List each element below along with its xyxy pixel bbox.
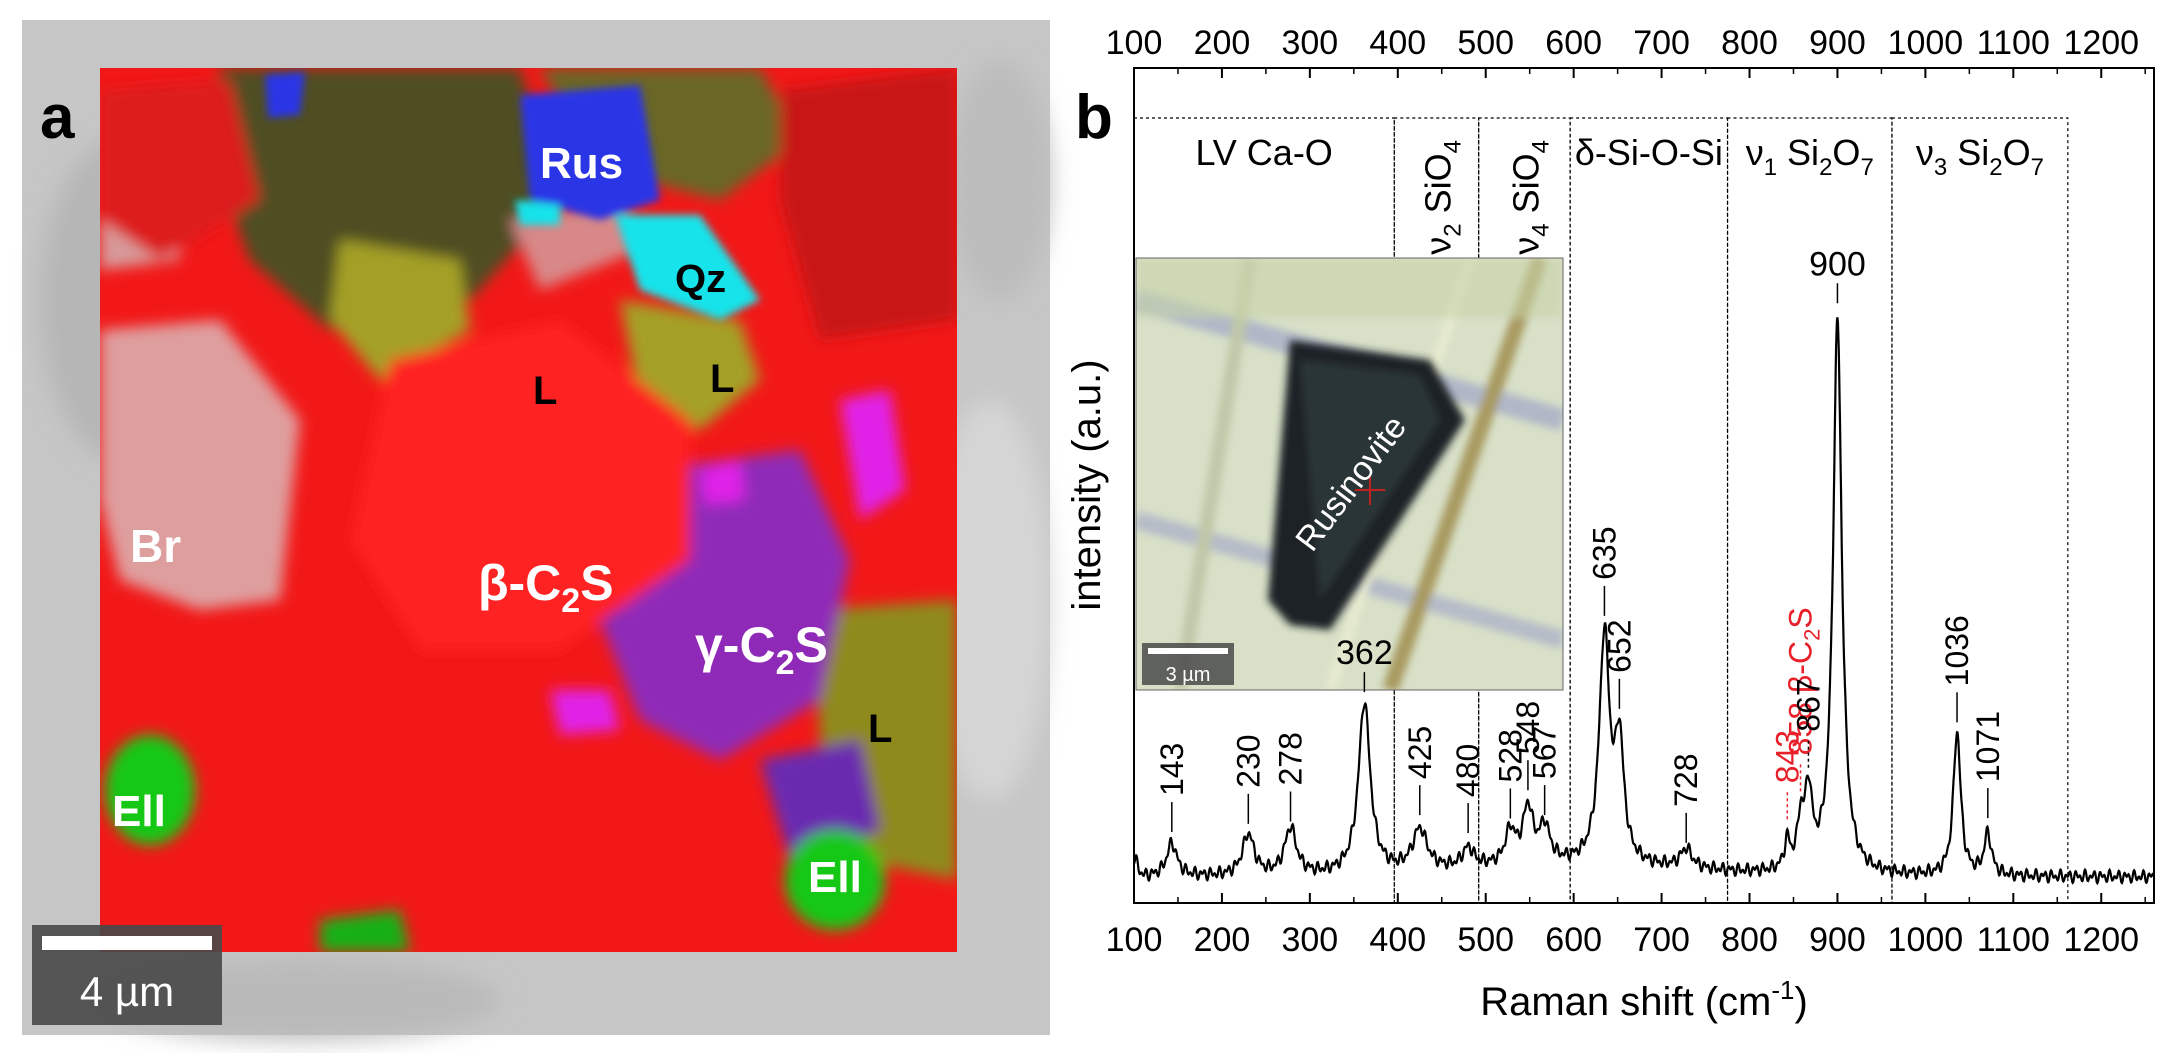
x-tick-label-800: 800 — [1721, 921, 1778, 959]
peak-label-362: 362 — [1336, 634, 1393, 672]
x-tick-label-1000: 1000 — [1888, 921, 1964, 959]
phase-label-l-3: L — [868, 707, 892, 751]
top-tick-label-400: 400 — [1369, 24, 1426, 62]
x-axis-label: Raman shift (cm-1) — [1480, 975, 1808, 1024]
top-tick-label-900: 900 — [1809, 24, 1866, 62]
panel-a-letter: a — [40, 83, 75, 152]
region-label-2: ν4 SiO4 — [1505, 140, 1554, 255]
peak-label-548: 548 — [1510, 701, 1546, 754]
scale-bar-a-line — [42, 936, 212, 950]
top-tick-label-1000: 1000 — [1888, 24, 1964, 62]
peak-label-843: 843 — [1769, 730, 1805, 783]
panel-a: a Rus Qz L L L Br β-C2S γ-C2S Ell Ell 4 … — [22, 20, 1050, 1040]
top-tick-label-1100: 1100 — [1977, 24, 2050, 62]
inset-scale-label: 3 µm — [1166, 664, 1211, 686]
peak-label-278: 278 — [1273, 732, 1309, 785]
region-box-5 — [1891, 117, 2069, 904]
x-tick-label-400: 400 — [1369, 921, 1426, 959]
peak-label-425: 425 — [1402, 726, 1438, 779]
top-tick-label-100: 100 — [1106, 24, 1163, 62]
inset-photo: Rusinovite 3 µm — [1135, 257, 1564, 691]
phase-label-ell-1: Ell — [112, 787, 166, 836]
peak-label-1071: 1071 — [1970, 711, 2006, 782]
peak-label-528: 528 — [1492, 729, 1528, 782]
peak-label-728: 728 — [1668, 753, 1704, 806]
x-tick-label-700: 700 — [1633, 921, 1690, 959]
phase-label-qz: Qz — [675, 257, 726, 301]
phase-map — [100, 68, 957, 952]
x-tick-label-1200: 1200 — [2063, 921, 2139, 959]
top-tick-label-700: 700 — [1633, 24, 1690, 62]
top-tick-label-800: 800 — [1721, 24, 1778, 62]
phase-label-beta-c2s: β-C2S — [478, 555, 614, 620]
top-tick-label-1200: 1200 — [2063, 24, 2139, 62]
panel-b: b LV Ca-O ν2 SiO4 ν4 SiO4 δ-Si-O-Si ν1 Si2O7… — [1065, 24, 2156, 1024]
axes-layer: 100 200 300 400 500 600 700 800 900 1000 1100 1200 1… — [1106, 24, 2146, 959]
region-box-4 — [1726, 117, 1893, 904]
phase-label-ell-2: Ell — [808, 853, 862, 902]
phase-label-rus-text: Rus — [540, 139, 623, 188]
top-tick-label-500: 500 — [1457, 24, 1514, 62]
panel-b-letter: b — [1075, 83, 1113, 152]
region-label-5: ν3 Si2O7 — [1916, 132, 2044, 181]
x-tick-label-500: 500 — [1457, 921, 1514, 959]
y-axis-label: intensity (a.u.) — [1065, 359, 1109, 610]
top-tick-label-200: 200 — [1194, 24, 1251, 62]
x-tick-label-1100: 1100 — [1977, 921, 2050, 959]
region-label-4: ν1 Si2O7 — [1746, 132, 1874, 181]
phase-label-l-1: L — [533, 369, 557, 413]
x-tick-label-100: 100 — [1106, 921, 1163, 959]
region-label-1: ν2 SiO4 — [1417, 140, 1466, 255]
region-label-0: LV Ca-O — [1195, 132, 1332, 173]
x-tick-label-900: 900 — [1809, 921, 1866, 959]
phase-label-rus: Rus — [540, 139, 623, 188]
spectrum-line — [1132, 317, 2156, 886]
top-tick-label-300: 300 — [1281, 24, 1338, 62]
peak-label-635: 635 — [1586, 527, 1622, 580]
plot-frame — [1133, 67, 2155, 904]
peak-label-567: 567 — [1527, 726, 1563, 779]
peak-label-480: 480 — [1450, 744, 1486, 797]
x-tick-label-200: 200 — [1194, 921, 1251, 959]
peak-label-143: 143 — [1154, 743, 1190, 796]
phase-label-gamma-c2s: γ-C2S — [695, 617, 828, 682]
peak-label-1036: 1036 — [1939, 615, 1975, 686]
phase-label-br: Br — [130, 520, 181, 572]
peak-label-867: 867 — [1790, 678, 1826, 731]
peak-label-230: 230 — [1230, 734, 1266, 787]
peak-label-652: 652 — [1601, 619, 1637, 672]
peak-label-900: 900 — [1809, 245, 1866, 283]
region-label-3: δ-Si-O-Si — [1575, 132, 1723, 173]
scale-bar-a: 4 µm — [32, 925, 222, 1025]
scale-bar-a-label: 4 µm — [80, 968, 174, 1015]
top-tick-label-600: 600 — [1545, 24, 1602, 62]
phase-label-l-2: L — [710, 357, 734, 401]
x-tick-label-300: 300 — [1281, 921, 1338, 959]
x-tick-label-600: 600 — [1545, 921, 1602, 959]
